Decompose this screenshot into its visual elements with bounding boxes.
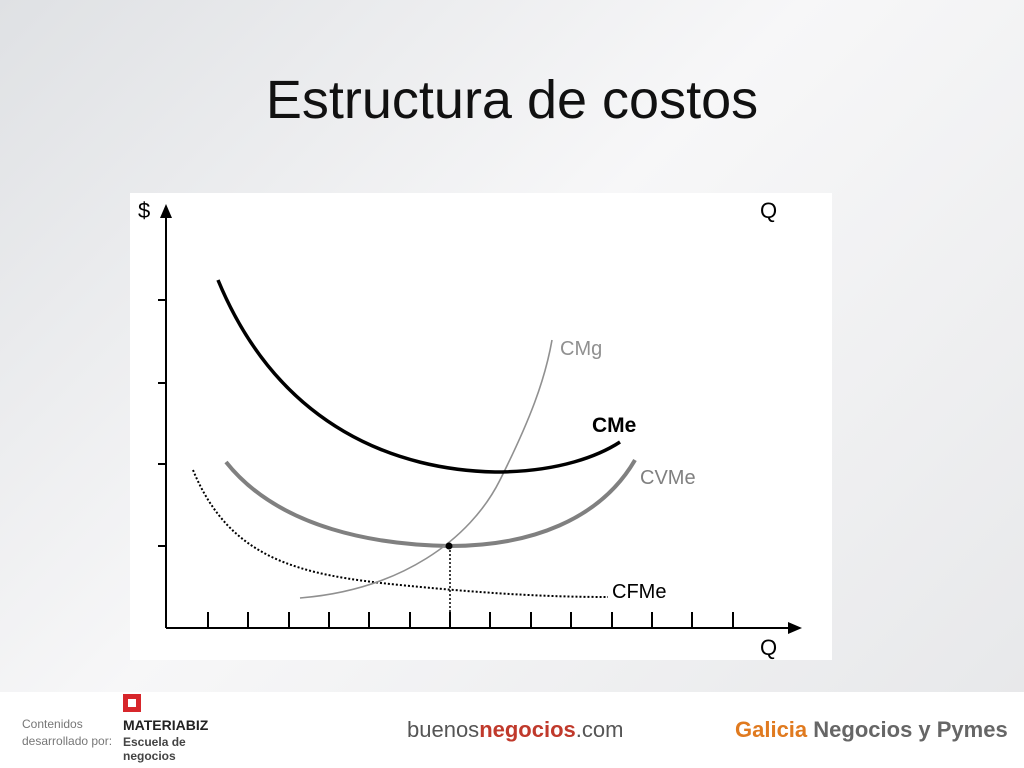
cme-curve: [216, 279, 621, 474]
brand-sub: Escuela de: [123, 735, 186, 749]
brand-logo: [123, 694, 141, 712]
curve-label: CMg: [560, 338, 602, 360]
site-name: buenosnegocios.com: [407, 717, 623, 742]
sponsor-name: Galicia Negocios y Pymes: [735, 717, 1008, 742]
credit-text: desarrollado por:: [22, 734, 112, 748]
curve-label: CVMe: [640, 467, 696, 489]
axes: [158, 215, 795, 629]
footer: Contenidos desarrollado por: MATERIABIZ …: [0, 692, 1024, 768]
x-axis-label-top: Q: [760, 198, 777, 223]
brand-sub: negocios: [123, 749, 176, 763]
curve-label: CFMe: [612, 581, 666, 603]
site-part: .com: [576, 717, 624, 742]
curve-label: CMe: [592, 414, 636, 437]
x-axis-label: Q: [760, 635, 777, 660]
intersection-point: [445, 542, 453, 550]
credit-text: Contenidos: [22, 717, 83, 731]
site-part: negocios: [479, 717, 576, 742]
sponsor-part: Negocios y Pymes: [813, 717, 1007, 742]
y-axis-label: $: [138, 198, 150, 223]
x-arrow: [788, 622, 802, 634]
sponsor-part: Galicia: [735, 717, 808, 742]
slide-title: Estructura de costos: [266, 70, 758, 130]
cmg-curve: [299, 339, 553, 599]
diagram: $ Q Q CMg CMe CVMe CFMe: [130, 193, 832, 660]
y-arrow: [160, 204, 172, 218]
site-part: buenos: [407, 717, 479, 742]
diagram-background: [130, 193, 832, 660]
brand-name: MATERIABIZ: [123, 717, 209, 733]
footer-band: [0, 692, 1024, 768]
